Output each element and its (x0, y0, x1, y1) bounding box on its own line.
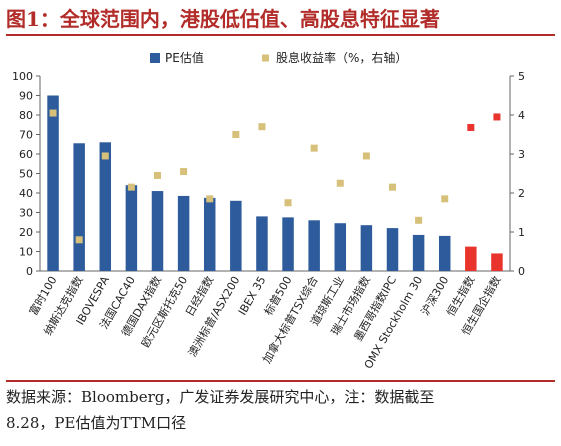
pe-bar (99, 142, 112, 271)
dividend-yield-point (441, 195, 449, 203)
left-tick-label: 0 (26, 265, 33, 278)
pe-bar (125, 185, 138, 271)
left-tick-label: 60 (19, 148, 33, 161)
dividend-yield-point (154, 171, 161, 179)
pe-bar (256, 216, 268, 271)
pe-bar (438, 235, 451, 271)
dividend-yield-point (362, 152, 370, 160)
pe-bar (308, 220, 320, 271)
pe-bar (491, 253, 503, 271)
left-tick-label: 30 (19, 207, 33, 220)
left-tick-label: 50 (19, 168, 33, 181)
pe-bar (412, 234, 425, 271)
dividend-yield-point (336, 179, 344, 187)
dividend-yield-point (415, 216, 423, 224)
dividend-yield-point (284, 199, 292, 207)
right-tick-label: 2 (518, 187, 525, 200)
source-line-2: 8.28，PE估值为TTM口径 (6, 414, 187, 432)
left-tick-label: 70 (19, 129, 33, 142)
legend-pe-swatch (150, 53, 160, 63)
left-tick-label: 10 (19, 246, 33, 259)
pe-bar (230, 200, 242, 271)
dividend-yield-point (49, 109, 57, 117)
dividend-yield-point (258, 123, 266, 131)
left-tick-label: 40 (19, 187, 33, 200)
dividend-yield-point (493, 113, 501, 121)
right-tick-label: 0 (518, 265, 525, 278)
source-note: 数据来源：Bloomberg，广发证券发展研究中心，注：数据截至 8.28，PE… (6, 380, 555, 436)
pe-bar (73, 143, 85, 271)
legend-yield-label: 股息收益率（%，右轴） (276, 50, 407, 65)
pe-bar (177, 195, 190, 271)
legend-pe-label: PE估值 (165, 50, 204, 65)
left-tick-label: 100 (12, 70, 33, 83)
dividend-yield-point (232, 131, 240, 138)
pe-bar (203, 197, 216, 271)
left-tick-label: 90 (19, 90, 33, 103)
dividend-yield-point (206, 195, 214, 203)
dividend-yield-point (101, 152, 109, 160)
pe-bar (360, 225, 373, 271)
pe-bar (151, 191, 164, 271)
source-line-1: 数据来源：Bloomberg，广发证券发展研究中心，注：数据截至 (6, 388, 435, 406)
right-tick-label: 3 (518, 148, 525, 161)
left-tick-label: 80 (19, 109, 33, 122)
dividend-yield-point (389, 183, 396, 191)
dividend-yield-point (180, 168, 188, 176)
right-tick-label: 5 (518, 70, 525, 83)
combo-chart: 0102030405060708090100012345富时100纳斯达克指数I… (12, 50, 525, 371)
pe-bar (334, 223, 347, 271)
pe-bar (386, 228, 399, 271)
dividend-yield-point (310, 144, 318, 152)
pe-bar (47, 95, 59, 271)
left-tick-label: 20 (19, 226, 33, 239)
figure-title: 图1：全球范围内，港股低估值、高股息特征显著 (6, 4, 555, 36)
dividend-yield-point (127, 183, 135, 191)
right-tick-label: 4 (518, 109, 525, 122)
dividend-yield-point (75, 236, 83, 244)
pe-bar (465, 246, 477, 271)
pe-bar (282, 217, 294, 271)
legend-yield-swatch (262, 54, 269, 62)
dividend-yield-point (467, 123, 475, 131)
right-tick-label: 1 (518, 226, 525, 239)
